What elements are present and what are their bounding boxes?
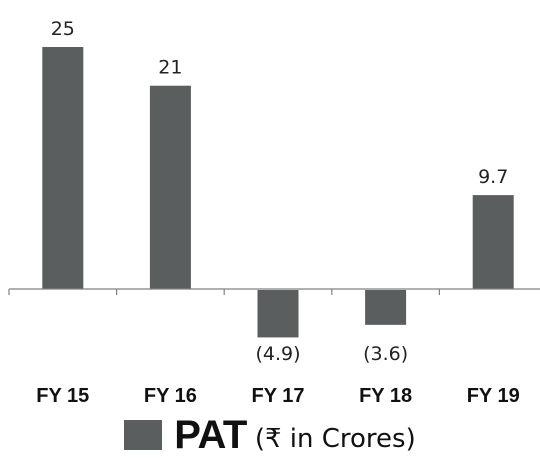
- category-label: FY 17: [252, 385, 305, 407]
- legend-unit: (₹ in Crores): [254, 424, 416, 454]
- category-label: FY 18: [359, 385, 412, 407]
- value-label: 21: [158, 57, 182, 79]
- value-labels: 25 21 (4.9) (3.6) 9.7: [51, 18, 509, 365]
- bar-fy-18: [365, 290, 407, 325]
- value-label: (4.9): [255, 343, 300, 365]
- bar-fy-15: [42, 47, 84, 289]
- category-labels: FY 15 FY 16 FY 17 FY 18 FY 19: [36, 385, 519, 407]
- value-label: 9.7: [478, 166, 508, 188]
- value-label: 25: [51, 18, 75, 40]
- category-label: FY 16: [144, 385, 197, 407]
- value-label: (3.6): [363, 343, 408, 365]
- legend: PAT (₹ in Crores): [0, 412, 540, 458]
- x-axis: [8, 288, 540, 295]
- bar-fy-19: [472, 195, 514, 289]
- category-label: FY 19: [467, 385, 520, 407]
- legend-swatch: [124, 420, 163, 450]
- legend-series-name: PAT: [174, 412, 247, 457]
- bar-fy-17: [257, 290, 299, 338]
- bar-fy-16: [149, 85, 191, 289]
- category-label: FY 15: [36, 385, 89, 407]
- bars-layer: [42, 47, 514, 338]
